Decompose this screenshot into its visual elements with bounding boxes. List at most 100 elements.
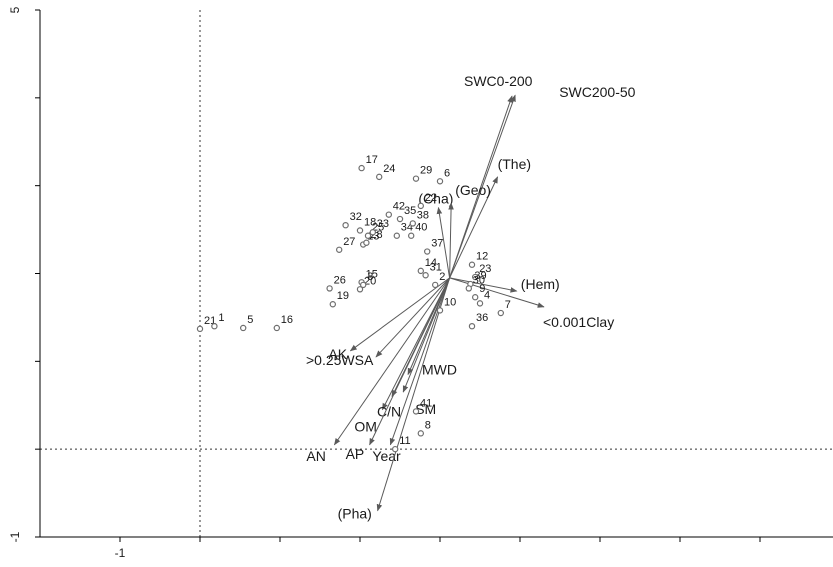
sample-point: [329, 301, 336, 308]
vector-label: AP: [346, 446, 365, 462]
sample-label: 19: [337, 290, 349, 302]
sample-point: [408, 232, 415, 239]
sample-point: [497, 309, 504, 317]
vector-arrow-7: [349, 277, 450, 352]
sample-label: 10: [444, 296, 456, 308]
sample-point: [422, 272, 429, 279]
sample-label: 9: [479, 283, 485, 295]
sample-point: [424, 248, 431, 255]
vector-label: OM: [354, 419, 377, 435]
vector-label: AN: [306, 448, 325, 464]
sample-label: 16: [281, 314, 293, 326]
sample-label: 22: [425, 192, 437, 204]
sample-label: 4: [484, 289, 490, 301]
vector-label: <0.001Clay: [543, 314, 614, 330]
sample-point: [468, 261, 476, 268]
axes: -1 5 -1: [8, 6, 833, 560]
sample-point: [360, 281, 367, 289]
vector-arrow-3: [436, 206, 451, 278]
vector-label: MWD: [422, 362, 457, 378]
sample-point: [436, 178, 444, 185]
vector-label: AK: [328, 346, 347, 362]
sample-label: 27: [343, 236, 355, 248]
sample-label: 31: [430, 261, 442, 273]
sample-point: [211, 323, 218, 330]
x-tick-label: -1: [115, 546, 126, 560]
sample-label: 3: [367, 271, 373, 283]
vector-arrow-14: [369, 277, 451, 446]
vector-arrow-5: [449, 277, 518, 293]
vector-arrow-2: [449, 176, 499, 279]
sample-point: [472, 294, 479, 301]
sample-point: [432, 281, 439, 289]
sample-label: 8: [425, 419, 431, 431]
sample-label: 33: [377, 218, 389, 230]
vector-label: (Pha): [338, 506, 372, 522]
sample-point: [468, 323, 476, 330]
vector-arrow-13: [333, 277, 451, 446]
sample-point: [409, 220, 416, 227]
sample-label: 7: [505, 299, 511, 311]
sample-point: [396, 215, 404, 223]
sample-point: [273, 324, 280, 332]
sample-point: [363, 239, 370, 246]
sample-point: [342, 221, 349, 229]
vector-label: SWC0-200: [464, 73, 533, 89]
sample-label: 35: [404, 205, 416, 217]
sample-point: [385, 211, 392, 218]
sample-label: 14: [425, 257, 437, 269]
vector-arrow-12: [402, 277, 451, 393]
sample-point: [412, 175, 420, 182]
sample-point: [412, 408, 420, 415]
sample-label: 11: [399, 435, 410, 447]
sample-label: 37: [431, 238, 443, 250]
sample-label: 24: [383, 163, 395, 175]
sample-label: 40: [415, 222, 427, 234]
sample-label: 6: [444, 167, 450, 179]
sample-label: 15: [366, 268, 378, 280]
vector-arrow-8: [375, 277, 450, 358]
sample-point: [326, 285, 333, 292]
sample-point: [417, 267, 424, 275]
sample-point: [239, 324, 247, 332]
sample-point: [364, 232, 372, 239]
sample-label: 38: [417, 209, 429, 221]
sample-label: 23: [479, 263, 491, 275]
sample-label: 26: [334, 274, 346, 286]
sample-label: 2: [439, 271, 445, 283]
vector-label: (Hem): [521, 276, 560, 292]
sample-label: 41: [420, 397, 432, 409]
sample-label: 20: [364, 275, 376, 287]
sample-point: [196, 325, 204, 333]
sample-label: 42: [393, 201, 405, 213]
sample-label: 29: [420, 165, 432, 177]
sample-points: 21 1 5 162619273215203181328253314312101724…: [196, 154, 511, 453]
y-tick-label: 5: [8, 6, 22, 13]
vector-arrow-16: [376, 277, 451, 512]
sample-point: [436, 307, 444, 314]
sample-label: 30: [473, 274, 485, 286]
sample-point: [336, 246, 343, 253]
vector-label: C/N: [377, 403, 401, 419]
vector-label: >0.25WSA: [306, 352, 374, 368]
sample-label: 39: [474, 270, 486, 282]
sample-point: [392, 445, 399, 453]
vector-label: (Cha): [418, 191, 453, 207]
sample-point: [465, 285, 472, 292]
sample-point: [472, 273, 479, 281]
sample-point: [376, 173, 383, 181]
reference-lines: [40, 10, 833, 537]
sample-label: 32: [350, 211, 362, 223]
vector-arrow-4: [448, 202, 454, 278]
sample-point: [417, 430, 424, 437]
sample-point: [417, 202, 424, 210]
sample-point: [356, 286, 364, 293]
sample-label: 36: [476, 312, 488, 324]
vector-arrow-1: [449, 94, 516, 279]
sample-point: [393, 232, 400, 239]
sample-point: [358, 164, 365, 172]
vector-arrow-15: [389, 277, 451, 446]
vector-label: (Geo): [455, 182, 491, 198]
sample-label: 12: [476, 251, 488, 263]
